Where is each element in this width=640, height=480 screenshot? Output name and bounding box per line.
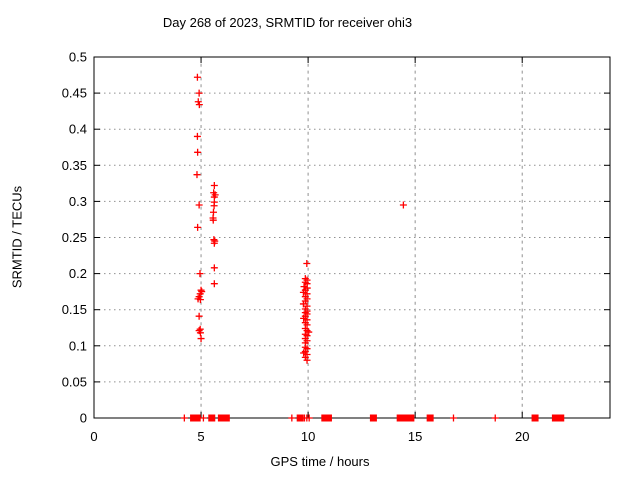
svg-text:0.3: 0.3 [69,194,87,209]
svg-text:0.45: 0.45 [62,86,87,101]
svg-text:0.15: 0.15 [62,302,87,317]
svg-text:0.4: 0.4 [69,122,87,137]
svg-text:10: 10 [301,429,315,444]
svg-text:0.2: 0.2 [69,266,87,281]
plot-border [93,56,611,419]
svg-text:0.1: 0.1 [69,338,87,353]
svg-text:15: 15 [408,429,422,444]
zero-line-marks [190,414,565,422]
svg-text:5: 5 [197,429,204,444]
y-tick-labels: 0 0.05 0.1 0.15 0.2 0.25 0.3 0.35 0.4 0.45 0.5 [62,50,87,426]
svg-text:0.05: 0.05 [62,374,87,389]
data-points [180,73,499,422]
svg-text:0: 0 [80,411,87,426]
svg-text:0: 0 [90,429,97,444]
svg-text:0.25: 0.25 [62,230,87,245]
axis-ticks [93,56,610,419]
x-tick-labels: 0 5 10 15 20 [90,429,529,444]
svg-text:0.5: 0.5 [69,50,87,65]
svg-text:20: 20 [515,429,529,444]
svg-text:0.35: 0.35 [62,158,87,173]
x-axis-label: GPS time / hours [270,454,370,469]
chart-title: Day 268 of 2023, SRMTID for receiver ohi… [162,15,413,30]
grid-lines [94,57,610,418]
